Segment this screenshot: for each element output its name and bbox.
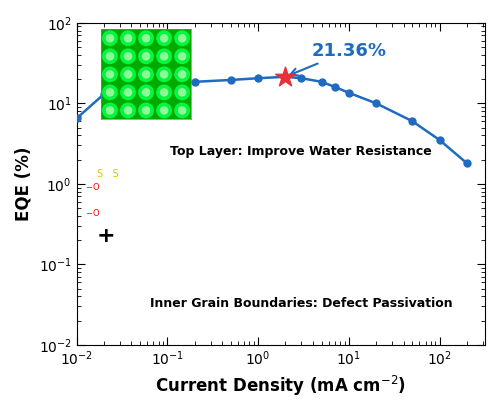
Point <box>254 75 262 81</box>
Point <box>282 74 290 80</box>
Point <box>100 91 108 97</box>
Text: $\rm{-O}$: $\rm{-O}$ <box>85 181 100 192</box>
Point <box>372 100 380 107</box>
Text: Inner Grain Boundaries: Defect Passivation: Inner Grain Boundaries: Defect Passivati… <box>150 297 452 309</box>
Point <box>298 75 306 81</box>
Text: 21.36%: 21.36% <box>290 42 386 76</box>
Text: Top Layer: Improve Water Resistance: Top Layer: Improve Water Resistance <box>170 145 432 158</box>
Point <box>58 140 66 147</box>
Point <box>463 160 471 166</box>
Y-axis label: EQE (%): EQE (%) <box>15 147 33 221</box>
Point <box>408 118 416 124</box>
Text: $\rm{-O}$: $\rm{-O}$ <box>85 207 100 218</box>
Point <box>164 81 172 87</box>
Point <box>318 78 326 85</box>
Text: +: + <box>97 226 116 246</box>
Point <box>72 115 80 122</box>
Point <box>190 78 198 85</box>
Point <box>345 90 353 96</box>
Point <box>331 83 339 90</box>
Point <box>282 74 290 80</box>
Point <box>136 83 144 90</box>
X-axis label: Current Density (mA cm$^{-2}$): Current Density (mA cm$^{-2}$) <box>156 374 406 398</box>
Point <box>436 137 444 143</box>
Point <box>227 77 235 83</box>
Text: S   S: S S <box>97 169 118 179</box>
